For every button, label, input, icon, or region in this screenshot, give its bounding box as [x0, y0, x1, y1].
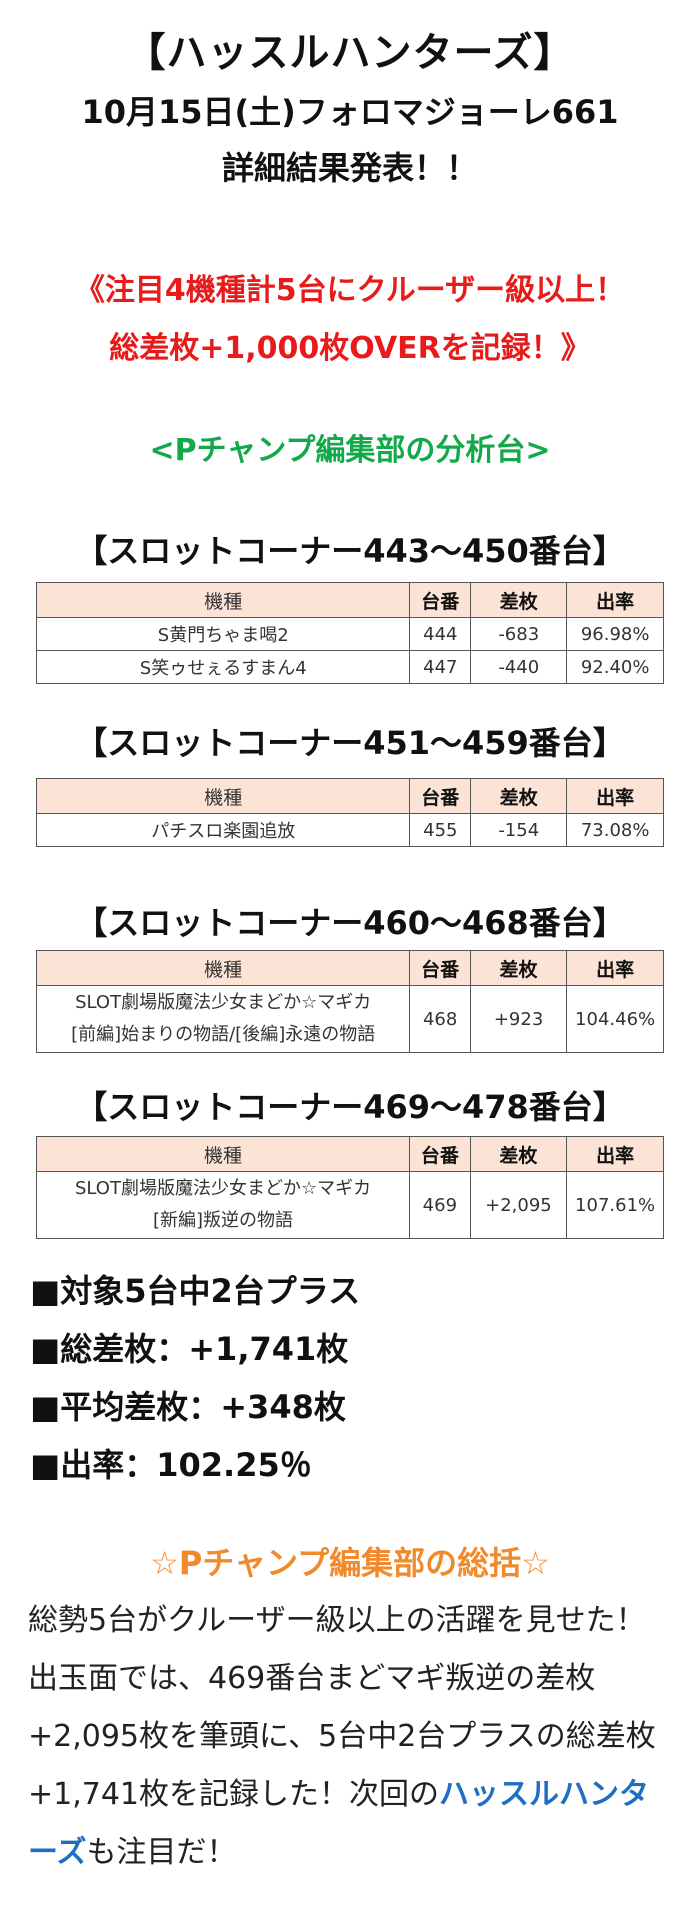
col-model: 機種 [35, 582, 411, 618]
cell-number: 444 [409, 617, 472, 651]
summary-block: ■対象5台中2台プラス ■総差枚：+1,741枚 ■平均差枚：+348枚 ■出率… [0, 1262, 700, 1494]
col-diff: 差枚 [469, 1136, 568, 1172]
review-tail: も注目だ！ [86, 1835, 237, 1870]
cell-number: 468 [409, 985, 471, 1053]
result-table: 機種 台番 差枚 出率 SLOT劇場版魔法少女まどか☆マギカ [前編]始まりの物… [35, 950, 664, 1053]
summary-plus-count: ■対象5台中2台プラス [30, 1272, 361, 1310]
table-row: SLOT劇場版魔法少女まどか☆マギカ [前編]始まりの物語/[後編]永遠の物語 … [35, 985, 664, 1053]
page-title: 【ハッスルハンターズ】 [125, 30, 575, 76]
col-rate: 出率 [566, 950, 664, 986]
section-title-3: 【スロットコーナー460～468番台】 [75, 904, 625, 942]
col-rate: 出率 [566, 1136, 664, 1172]
col-model: 機種 [35, 1136, 411, 1172]
section-title-4: 【スロットコーナー469～478番台】 [75, 1088, 625, 1126]
section-table-1: 機種 台番 差枚 出率 S黄門ちゃま喝2 444 -683 96.98% S笑ゥ… [0, 582, 700, 684]
table-row: パチスロ楽園追放 455 -154 73.08% [35, 813, 664, 847]
cell-model-line-2: [前編]始まりの物語/[後編]永遠の物語 [71, 1024, 376, 1045]
table-header-row: 機種 台番 差枚 出率 [35, 582, 664, 618]
cell-rate: 92.40% [566, 650, 664, 684]
table-row: SLOT劇場版魔法少女まどか☆マギカ [新編]叛逆の物語 469 +2,095 … [35, 1171, 664, 1239]
cell-rate: 107.61% [566, 1171, 664, 1239]
review-paragraph: 総勢5台がクルーザー級以上の活躍を見せた！出玉面では、469番台まどマギ叛逆の差… [0, 1592, 700, 1882]
cell-model-line-1: SLOT劇場版魔法少女まどか☆マギカ [75, 992, 372, 1013]
table-header-row: 機種 台番 差枚 出率 [35, 950, 664, 986]
summary-payout-rate: ■出率：102.25％ [30, 1446, 312, 1484]
col-number: 台番 [409, 582, 472, 618]
highlight-block: 《注目4機種計5台にクルーザー級以上！ 総差枚+1,000枚OVERを記録！》 [0, 262, 700, 378]
summary-average-diff: ■平均差枚：+348枚 [30, 1388, 346, 1426]
result-table: 機種 台番 差枚 出率 SLOT劇場版魔法少女まどか☆マギカ [新編]叛逆の物語… [35, 1136, 664, 1239]
cell-rate: 73.08% [566, 813, 664, 847]
table-header-row: 機種 台番 差枚 出率 [35, 1136, 664, 1172]
col-model: 機種 [35, 778, 411, 814]
cell-model: パチスロ楽園追放 [35, 813, 411, 847]
section-title-1: 【スロットコーナー443～450番台】 [75, 532, 625, 570]
section-table-2: 機種 台番 差枚 出率 パチスロ楽園追放 455 -154 73.08% [0, 778, 700, 847]
col-diff: 差枚 [470, 778, 568, 814]
col-diff: 差枚 [469, 950, 568, 986]
cell-model: S笑ゥせぇるすまん4 [35, 650, 411, 684]
result-table: 機種 台番 差枚 出率 S黄門ちゃま喝2 444 -683 96.98% S笑ゥ… [35, 582, 664, 684]
section-title-2: 【スロットコーナー451～459番台】 [75, 724, 625, 762]
highlight-line-2: 総差枚+1,000枚OVERを記録！》 [109, 331, 591, 366]
analysis-label: <Pチャンプ編集部の分析台> [149, 433, 551, 468]
section-table-4: 機種 台番 差枚 出率 SLOT劇場版魔法少女まどか☆マギカ [新編]叛逆の物語… [0, 1136, 700, 1239]
col-number: 台番 [409, 950, 471, 986]
cell-rate: 104.46% [566, 985, 664, 1053]
table-row: S黄門ちゃま喝2 444 -683 96.98% [35, 617, 664, 651]
result-announcement: 詳細結果発表！！ [221, 149, 478, 187]
col-diff: 差枚 [470, 582, 568, 618]
cell-model-line-2: [新編]叛逆の物語 [153, 1210, 294, 1231]
review-text: 総勢5台がクルーザー級以上の活躍を見せた！出玉面では、469番台まどマギ叛逆の差… [28, 1603, 656, 1812]
cell-diff: -683 [470, 617, 568, 651]
col-number: 台番 [409, 1136, 471, 1172]
col-model: 機種 [35, 950, 411, 986]
cell-diff: -440 [470, 650, 568, 684]
cell-model: SLOT劇場版魔法少女まどか☆マギカ [新編]叛逆の物語 [35, 1171, 411, 1239]
cell-model: S黄門ちゃま喝2 [35, 617, 411, 651]
table-header-row: 機種 台番 差枚 出率 [35, 778, 664, 814]
review-title: ☆Pチャンプ編集部の総括☆ [150, 1544, 550, 1582]
cell-rate: 96.98% [566, 617, 664, 651]
section-table-3: 機種 台番 差枚 出率 SLOT劇場版魔法少女まどか☆マギカ [前編]始まりの物… [0, 950, 700, 1053]
result-table: 機種 台番 差枚 出率 パチスロ楽園追放 455 -154 73.08% [35, 778, 664, 847]
event-date: 10月15日(土)フォロマジョーレ661 [81, 93, 619, 131]
highlight-line-1: 《注目4機種計5台にクルーザー級以上！ [74, 273, 626, 308]
cell-number: 469 [409, 1171, 471, 1239]
cell-number: 447 [409, 650, 472, 684]
header: 【ハッスルハンターズ】 10月15日(土)フォロマジョーレ661 詳細結果発表！… [0, 20, 700, 194]
cell-diff: -154 [470, 813, 568, 847]
cell-model-line-1: SLOT劇場版魔法少女まどか☆マギカ [74, 1178, 372, 1199]
cell-diff: +2,095 [469, 1171, 568, 1239]
col-number: 台番 [409, 778, 472, 814]
summary-total-diff: ■総差枚：+1,741枚 [30, 1330, 349, 1368]
col-rate: 出率 [566, 582, 664, 618]
cell-model: SLOT劇場版魔法少女まどか☆マギカ [前編]始まりの物語/[後編]永遠の物語 [35, 985, 411, 1053]
table-row: S笑ゥせぇるすまん4 447 -440 92.40% [35, 650, 664, 684]
event-name-highlight: ハッスルハンターズ [28, 1777, 650, 1870]
cell-number: 455 [409, 813, 472, 847]
col-rate: 出率 [566, 778, 664, 814]
cell-diff: +923 [469, 985, 568, 1053]
